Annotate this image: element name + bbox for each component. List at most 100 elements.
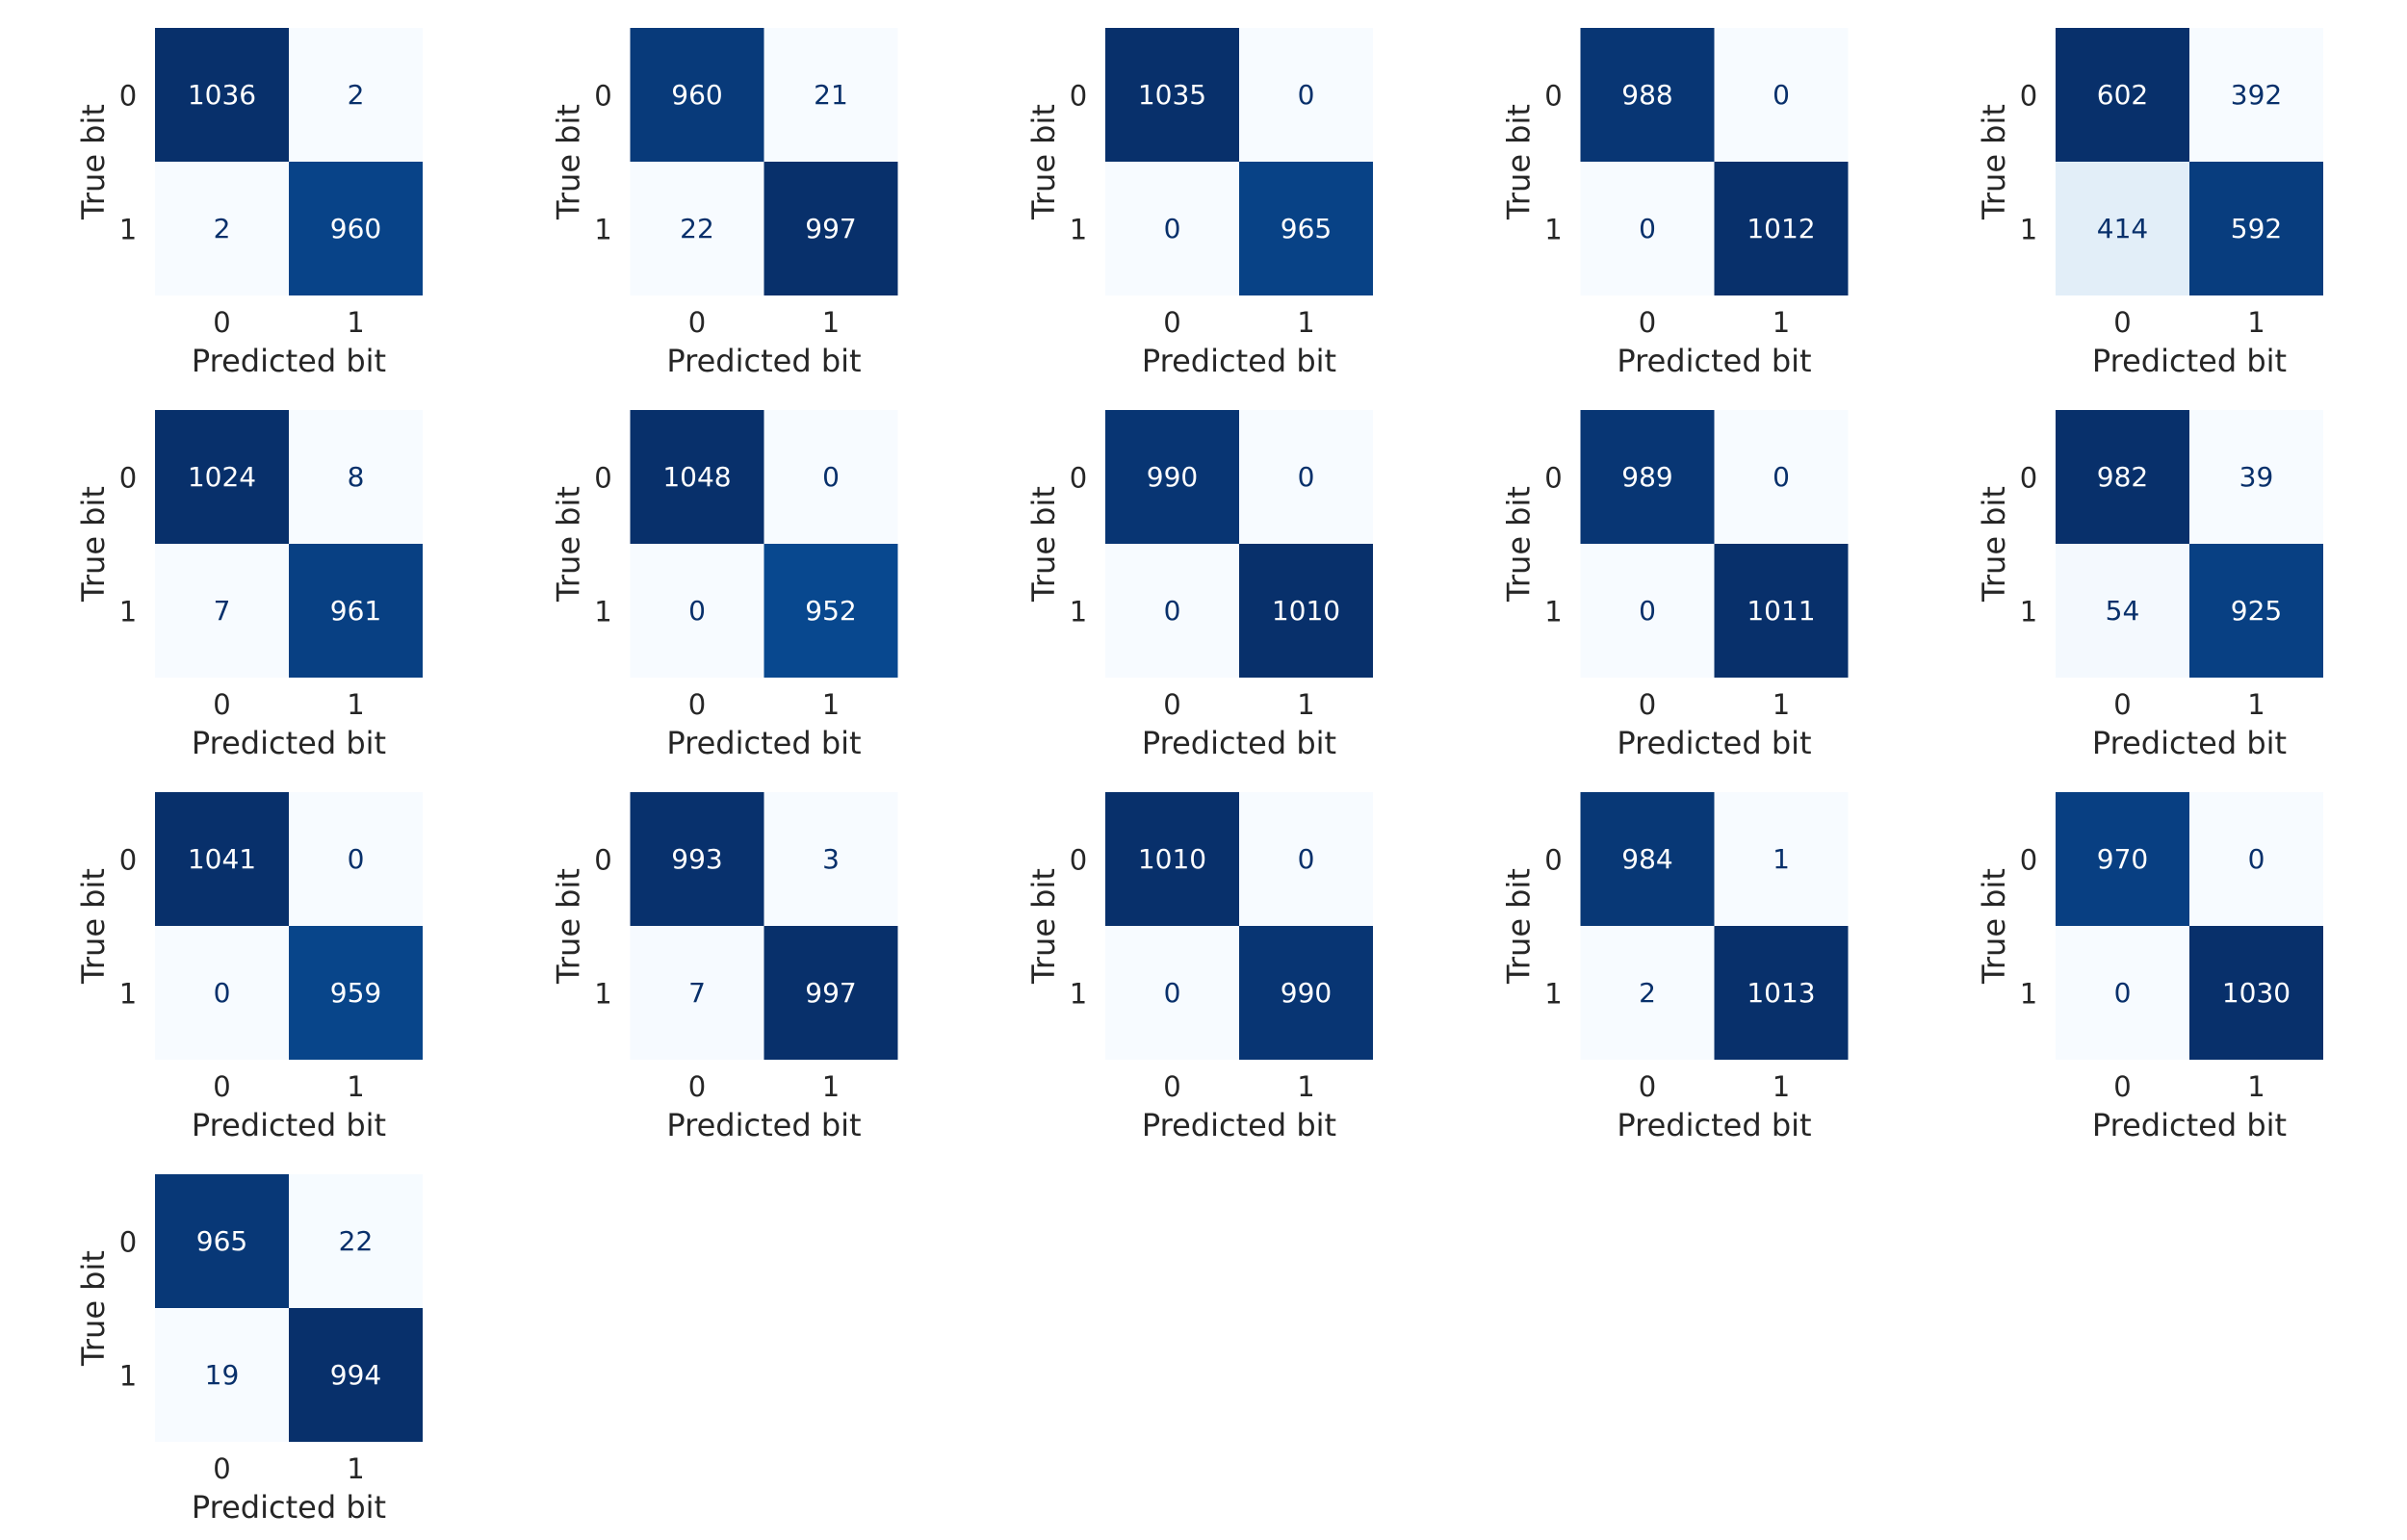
heatmap-cell [1714,792,1849,926]
heatmap-cell [1105,162,1239,295]
heatmap-cell [630,28,764,162]
cell-value-label: 1010 [1272,595,1340,627]
confusion-matrix-1: 1036 2 2 960 0 1 0 1 Predicted bit True bit [75,28,423,379]
heatmap-cell [289,1308,423,1442]
heatmap-cell [2056,162,2189,295]
y-tick-label: 1 [1070,596,1087,629]
confusion-matrix-9: 989 0 0 1011 0 1 0 1 Predicted bit True bit [1501,410,1849,761]
heatmap-cell [289,162,423,295]
cell-value-label: 1024 [188,461,256,493]
cell-value-label: 961 [330,595,381,627]
heatmap-cell [155,1174,289,1308]
confusion-matrix-13: 1010 0 0 990 0 1 0 1 Predicted bit True bit [1025,792,1373,1143]
cell-value-label: 0 [2114,977,2132,1009]
y-tick-label: 1 [594,978,611,1011]
confusion-matrix-8: 990 0 0 1010 0 1 0 1 Predicted bit True bit [1025,410,1373,761]
x-tick-label: 0 [2113,1070,2131,1103]
cell-value-label: 982 [2097,461,2148,493]
cell-value-label: 1036 [188,79,256,111]
heatmap-cell [764,792,898,926]
cell-value-label: 0 [1298,843,1315,875]
cell-value-label: 984 [1621,843,1672,875]
heatmap-cell [630,410,764,544]
cell-value-label: 0 [1164,977,1181,1009]
y-axis-label: True bit [75,868,112,985]
heatmap-cell [630,162,764,295]
cell-value-label: 989 [1621,461,1672,493]
cell-value-label: 988 [1621,79,1672,111]
heatmap-cell [1714,926,1849,1060]
cell-value-label: 990 [1281,977,1332,1009]
heatmap-cell [764,410,898,544]
x-tick-label: 0 [213,1070,230,1103]
x-tick-label: 0 [1163,1070,1180,1103]
cell-value-label: 3 [822,843,840,875]
y-tick-label: 0 [2020,844,2037,877]
cell-value-label: 21 [814,79,848,111]
x-axis-label: Predicted bit [192,725,386,761]
x-axis-label: Predicted bit [1617,343,1811,379]
heatmap-cell [2056,792,2189,926]
y-axis-label: True bit [551,486,587,603]
x-tick-label: 1 [347,1452,364,1485]
heatmap-cell [155,544,289,678]
y-tick-label: 0 [119,80,137,113]
heatmap-cell [764,162,898,295]
y-axis-label: True bit [1501,486,1538,603]
confusion-matrix-3: 1035 0 0 965 0 1 0 1 Predicted bit True bit [1025,28,1373,379]
x-tick-label: 0 [688,688,706,721]
heatmap-cell [2056,410,2189,544]
confusion-matrix-14: 984 1 2 1013 0 1 0 1 Predicted bit True bit [1501,792,1849,1143]
cell-value-label: 7 [214,595,231,627]
y-tick-label: 1 [594,214,611,246]
cell-value-label: 0 [1298,79,1315,111]
x-tick-label: 0 [213,306,230,339]
heatmap-cell [1714,544,1849,678]
y-tick-label: 1 [594,596,611,629]
y-tick-label: 0 [594,462,611,495]
cell-value-label: 1048 [662,461,731,493]
y-tick-label: 1 [1070,978,1087,1011]
confusion-matrix-11: 1041 0 0 959 0 1 0 1 Predicted bit True bit [75,792,423,1143]
cell-value-label: 0 [1298,461,1315,493]
y-axis-label: True bit [1501,104,1538,220]
y-tick-label: 0 [1070,844,1087,877]
x-tick-label: 1 [347,688,364,721]
cell-value-label: 959 [330,977,381,1009]
cell-value-label: 1041 [188,843,256,875]
heatmap-cell [764,544,898,678]
cell-value-label: 952 [805,595,856,627]
confusion-matrix-10: 982 39 54 925 0 1 0 1 Predicted bit True bit [1976,410,2323,761]
confusion-matrix-7: 1048 0 0 952 0 1 0 1 Predicted bit True bit [551,410,898,761]
heatmap-cell [2189,162,2323,295]
heatmap-cell [1714,28,1849,162]
heatmap-cell [289,792,423,926]
heatmap-cell [764,28,898,162]
y-tick-label: 1 [119,214,137,246]
heatmap-cell [630,544,764,678]
heatmap-cell [630,792,764,926]
heatmap-cell [1239,792,1373,926]
heatmap-cell [1239,926,1373,1060]
y-tick-label: 1 [1070,214,1087,246]
cell-value-label: 994 [330,1359,381,1391]
y-tick-label: 0 [2020,462,2037,495]
cell-value-label: 960 [330,213,381,244]
x-tick-label: 1 [822,1070,840,1103]
cell-value-label: 1012 [1747,213,1815,244]
x-tick-label: 1 [1773,688,1790,721]
cell-value-label: 19 [205,1359,240,1391]
x-tick-label: 1 [2247,688,2265,721]
confusion-matrix-2: 960 21 22 997 0 1 0 1 Predicted bit True bit [551,28,898,379]
x-tick-label: 0 [213,1452,230,1485]
y-axis-label: True bit [1025,104,1062,220]
x-axis-label: Predicted bit [666,1107,861,1143]
heatmap-cell [2056,926,2189,1060]
x-axis-label: Predicted bit [2092,725,2287,761]
heatmap-cell [155,410,289,544]
x-axis-label: Predicted bit [666,343,861,379]
heatmap-cell [2189,28,2323,162]
cell-value-label: 965 [196,1225,247,1257]
cell-value-label: 0 [214,977,231,1009]
